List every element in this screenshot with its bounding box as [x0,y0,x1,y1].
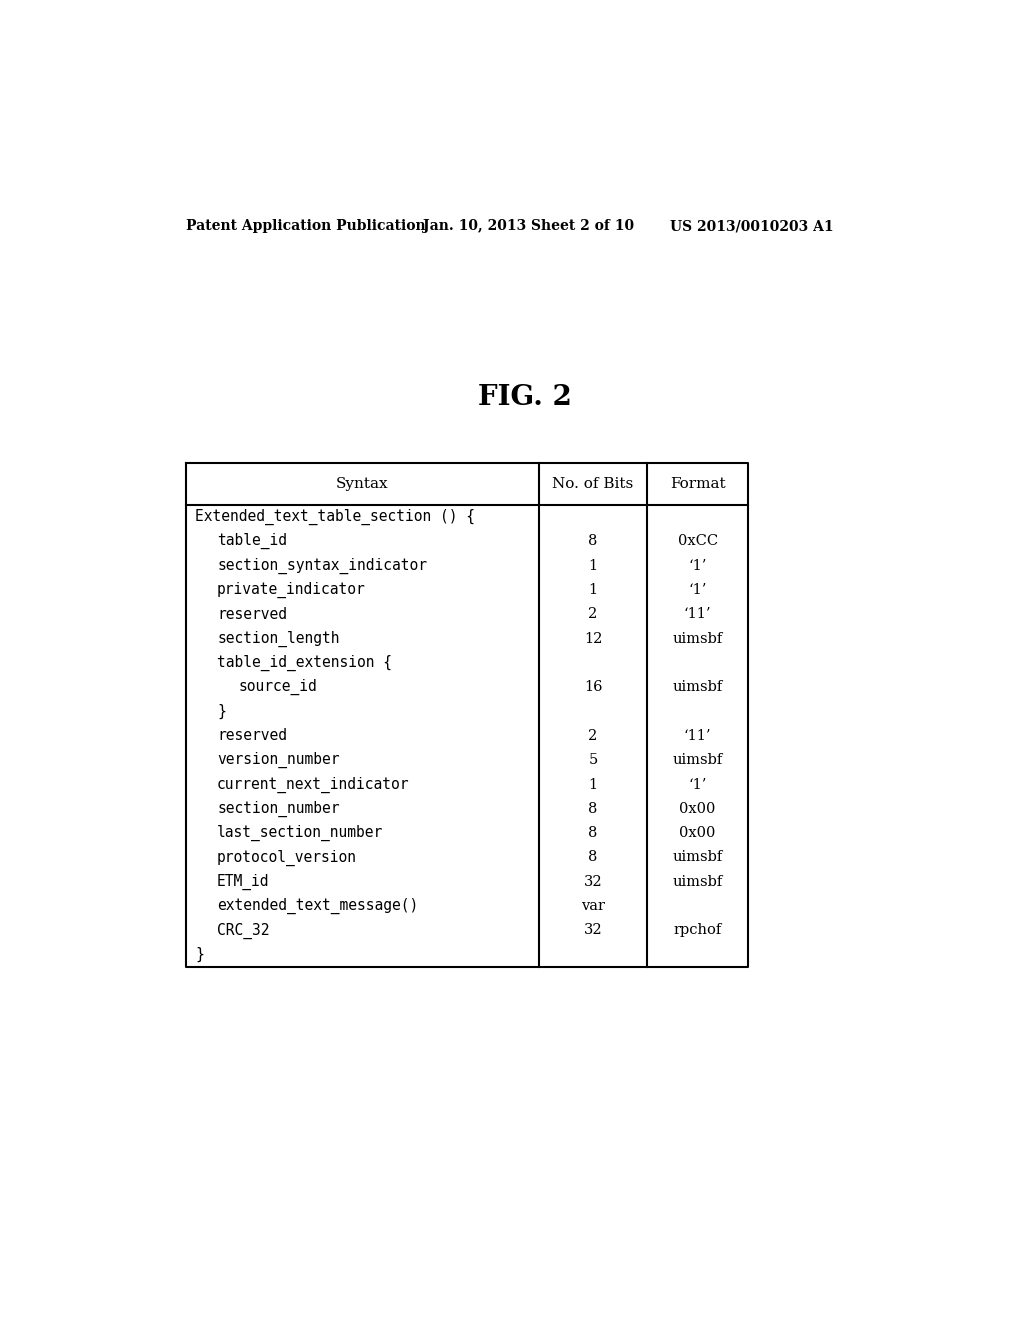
Text: 8: 8 [589,535,598,548]
Text: uimsbf: uimsbf [673,850,723,865]
Text: last_section_number: last_section_number [217,825,383,841]
Text: Patent Application Publication: Patent Application Publication [186,219,426,234]
Text: table_id: table_id [217,533,287,549]
Text: 1: 1 [589,583,598,597]
Text: reserved: reserved [217,729,287,743]
Text: 0x00: 0x00 [680,801,716,816]
Text: source_id: source_id [239,680,317,696]
Text: current_next_indicator: current_next_indicator [217,776,410,792]
Text: Sheet 2 of 10: Sheet 2 of 10 [531,219,634,234]
Text: 8: 8 [589,826,598,840]
Text: 2: 2 [589,607,598,622]
Text: 16: 16 [584,680,602,694]
Text: 1: 1 [589,558,598,573]
Text: ‘1’: ‘1’ [688,583,707,597]
Text: ‘11’: ‘11’ [684,729,712,743]
Text: ‘11’: ‘11’ [684,607,712,622]
Text: uimsbf: uimsbf [673,875,723,888]
Text: version_number: version_number [217,752,340,768]
Text: }: } [217,704,226,719]
Text: private_indicator: private_indicator [217,582,366,598]
Text: section_length: section_length [217,631,340,647]
Text: 8: 8 [589,850,598,865]
Text: 5: 5 [589,754,598,767]
Text: section_syntax_indicator: section_syntax_indicator [217,557,427,574]
Text: rpchof: rpchof [674,924,722,937]
Text: No. of Bits: No. of Bits [552,477,634,491]
Text: }: } [196,948,204,962]
Text: Extended_text_table_section () {: Extended_text_table_section () { [196,510,475,525]
Text: 1: 1 [589,777,598,792]
Text: US 2013/0010203 A1: US 2013/0010203 A1 [671,219,835,234]
Text: var: var [581,899,605,913]
Text: 32: 32 [584,875,602,888]
Text: FIG. 2: FIG. 2 [478,384,571,411]
Text: 32: 32 [584,924,602,937]
Text: extended_text_message(): extended_text_message() [217,898,419,915]
Text: CRC_32: CRC_32 [217,923,269,939]
Text: 2: 2 [589,729,598,743]
Text: ‘1’: ‘1’ [688,777,707,792]
Text: 0xCC: 0xCC [678,535,718,548]
Text: protocol_version: protocol_version [217,849,357,866]
Text: uimsbf: uimsbf [673,632,723,645]
Text: ETM_id: ETM_id [217,874,269,890]
Text: ‘1’: ‘1’ [688,558,707,573]
Text: Format: Format [670,477,725,491]
Text: uimsbf: uimsbf [673,754,723,767]
Text: Jan. 10, 2013: Jan. 10, 2013 [423,219,525,234]
Text: 12: 12 [584,632,602,645]
Text: uimsbf: uimsbf [673,680,723,694]
Text: table_id_extension {: table_id_extension { [217,655,392,671]
Text: reserved: reserved [217,607,287,622]
Text: section_number: section_number [217,801,340,817]
Text: 0x00: 0x00 [680,826,716,840]
Text: Syntax: Syntax [336,477,389,491]
Text: 8: 8 [589,801,598,816]
